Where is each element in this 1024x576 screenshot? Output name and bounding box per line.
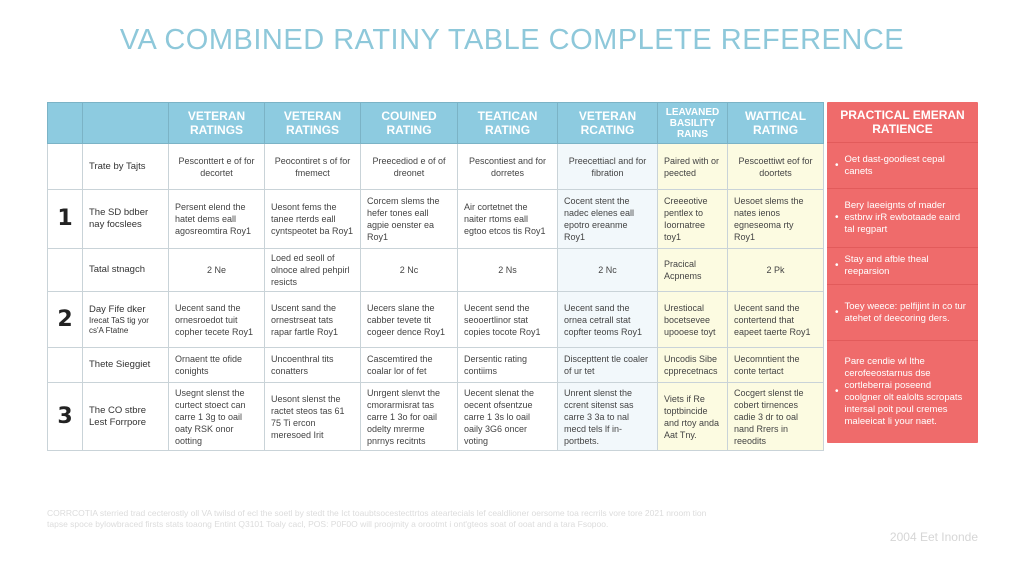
panel-item-text: Oet dast-goodiest cepal canets [844, 153, 945, 177]
table-cell: 2 Pk [727, 248, 824, 292]
table-cell: Uecomntient the conte tertact [727, 347, 824, 383]
table-cell: Uecent sand the ornea cetrall stat copft… [557, 291, 658, 348]
row-number: 3 [47, 382, 83, 451]
table-cell: Unrgent slenvt the cmorarmisrat tas carr… [360, 382, 458, 451]
header-veteran-ratings-2: VETERAN RATINGS [264, 102, 361, 144]
table-cell: Dersentic rating contiims [457, 347, 558, 383]
row-number: 1 [47, 189, 83, 249]
panel-item-text: Pare cendie wl lthe cerofeeostarnus dse … [844, 356, 963, 427]
row-label: Trate by Tajts [82, 143, 169, 190]
row-number [47, 347, 83, 383]
header-disability-rains: LEAVANED BASILITY RAINS [657, 102, 728, 144]
row-number [47, 248, 83, 292]
table-cell: Ornaent tte ofide conights [168, 347, 265, 383]
table-cell: Viets if Re toptbincide and rtoy anda Aa… [657, 382, 728, 451]
row-label: Tatal stnagch [82, 248, 169, 292]
header-label-col [82, 102, 169, 144]
table-cell: Unrent slenst the ccrent sitenst sas car… [557, 382, 658, 451]
table-row: 2 Day Fife dker Irecat TaS tig yor cs'A … [47, 291, 824, 348]
table-cell: Persent elend the hatet dems eall agosre… [168, 189, 265, 249]
table-cell: Corcem slems the hefer tones eall agpie … [360, 189, 458, 249]
row-label-main: Day Fife dker [89, 303, 146, 315]
header-veteran-rcating: VETERAN RCATING [557, 102, 658, 144]
table-cell: Paired with or peected [657, 143, 728, 190]
row-number [47, 143, 83, 190]
table-cell: Preecediod e of of dreonet [360, 143, 458, 190]
bullet-icon: • [835, 260, 839, 271]
table-row: 1 The SD bdber nay focslees Persent elen… [47, 189, 824, 249]
table-cell: Pescoettiwt eof for doortets [727, 143, 824, 190]
table-row: Thete Sieggiet Ornaent tte ofide conight… [47, 347, 824, 383]
table-cell: Cascemtired the coalar lor of fet [360, 347, 458, 383]
table-cell: Uecent send the seooertlinor stat copies… [457, 291, 558, 348]
table-cell: 2 Nc [557, 248, 658, 292]
table-cell: Uscent sand the ornestrseat tats rapar f… [264, 291, 361, 348]
table-cell: 2 Nc [360, 248, 458, 292]
row-label: Thete Sieggiet [82, 347, 169, 383]
table-cell: Uecent sand the contertend that eapeet t… [727, 291, 824, 348]
panel-list-item: • Pare cendie wl lthe cerofeeostarnus ds… [827, 341, 978, 443]
table-cell: Peocontiret s of for fmemect [264, 143, 361, 190]
header-number-col [47, 102, 83, 144]
table-cell: Uncoenthral tits conatters [264, 347, 361, 383]
table-cell: Air cortetnet the naiter rtoms eall egto… [457, 189, 558, 249]
footer-credit: 2004 Eet Inonde [889, 530, 978, 544]
bullet-icon: • [835, 212, 839, 223]
table-cell: Discepttent tle coaler of ur tet [557, 347, 658, 383]
table-cell: Cocgert slenst tle cobert tirnences cadi… [727, 382, 824, 451]
table-row: Trate by Tajts Pesconttert e of for deco… [47, 143, 824, 190]
header-combined-rating: COUINED RATING [360, 102, 458, 144]
panel-list-item: • Toey weece: pelfijint in co tur atehet… [827, 285, 978, 341]
panel-item-text: Toey weece: pelfijint in co tur atehet o… [844, 300, 966, 324]
table-cell: Uncodis Sibe cpprecetnacs [657, 347, 728, 383]
footnote-text: CORRCOTIA sterried trad cecterostly oll … [47, 508, 707, 529]
table-cell: Usegnt slenst the curtect stoect can car… [168, 382, 265, 451]
table-cell: Uecent sand the ornesroedot tuit copher … [168, 291, 265, 348]
table-cell: Creeeotive pentlex to Ioornatree toy1 [657, 189, 728, 249]
page-title: VA COMBINED RATINY TABLE COMPLETE REFERE… [119, 24, 905, 56]
row-label: The SD bdber nay focslees [82, 189, 169, 249]
table-cell: Pesconttert e of for decortet [168, 143, 265, 190]
panel-item-text: Stay and afble theal reeparsion [844, 254, 929, 277]
table-cell: Urestiocal bocetsevee upooese toyt [657, 291, 728, 348]
bullet-icon: • [835, 159, 839, 171]
table-cell: Preecettiacl and for fibration [557, 143, 658, 190]
rating-reference-table: VETERAN RATINGS VETERAN RATINGS COUINED … [47, 102, 824, 451]
panel-title: PRACTICAL EMERAN RATIENCE [827, 102, 978, 143]
table-cell: Cocent stent the nadec elenes eall epotr… [557, 189, 658, 249]
table-cell: 2 Ns [457, 248, 558, 292]
table-cell: Pescontiest and for dorretes [457, 143, 558, 190]
bullet-icon: • [835, 306, 839, 318]
table-cell: Loed ed seoll of olnoce alred pehpirl re… [264, 248, 361, 292]
panel-list-item: • Stay and afble theal reeparsion [827, 248, 978, 285]
table-cell: Uesont slenst the ractet steos tas 61 75… [264, 382, 361, 451]
table-cell: 2 Ne [168, 248, 265, 292]
header-wattical-rating: WATTICAL RATING [727, 102, 824, 144]
header-teatican-rating: TEATICAN RATING [457, 102, 558, 144]
table-cell: Uecers slane the cabber tevete tit cogee… [360, 291, 458, 348]
table-cell: Uesont fems the tanee rterds eall cyntsp… [264, 189, 361, 249]
row-label: Day Fife dker Irecat TaS tig yor cs'A Ft… [82, 291, 169, 348]
panel-list-item: • Bery Iaeeignts of mader estbrw irR ewb… [827, 189, 978, 248]
table-cell: Uecent slenat the oecent ofsentzue carre… [457, 382, 558, 451]
panel-item-text: Bery Iaeeignts of mader estbrw irR ewbot… [844, 200, 961, 235]
table-cell: Pracical Acpnems [657, 248, 728, 292]
table-row: 3 The CO stbre Lest Forrpore Usegnt slen… [47, 382, 824, 451]
row-label-sub: Irecat TaS tig yor cs'A Ftatne [89, 315, 149, 335]
bullet-icon: • [835, 386, 839, 397]
row-label: The CO stbre Lest Forrpore [82, 382, 169, 451]
practical-reference-panel: PRACTICAL EMERAN RATIENCE • Oet dast-goo… [827, 102, 978, 443]
table-cell: Uesoet slems the nates ienos egneseoma r… [727, 189, 824, 249]
row-number: 2 [47, 291, 83, 348]
table-row: Tatal stnagch 2 Ne Loed ed seoll of olno… [47, 248, 824, 292]
header-veteran-ratings-1: VETERAN RATINGS [168, 102, 265, 144]
table-header-row: VETERAN RATINGS VETERAN RATINGS COUINED … [47, 102, 824, 144]
panel-list-item: • Oet dast-goodiest cepal canets [827, 143, 978, 189]
